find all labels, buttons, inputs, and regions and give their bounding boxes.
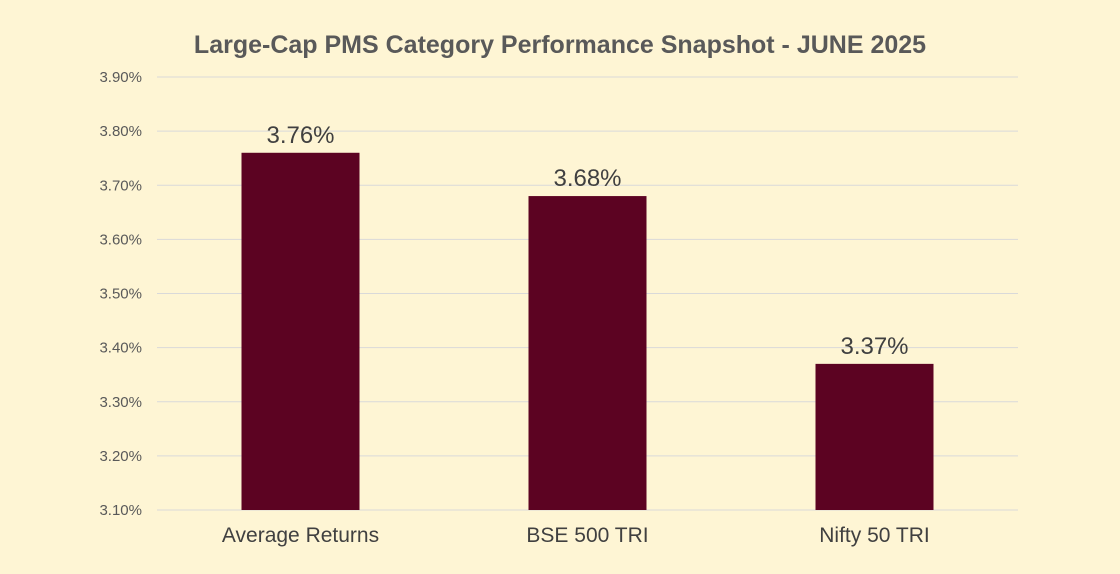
y-tick-label: 3.60% xyxy=(99,231,142,248)
x-axis: Average Returns BSE 500 TRI Nifty 50 TRI xyxy=(222,524,930,547)
x-category-label: Average Returns xyxy=(222,524,379,547)
bar xyxy=(241,152,360,510)
y-tick-label: 3.50% xyxy=(99,286,142,303)
data-label: 3.68% xyxy=(553,165,621,192)
bar xyxy=(528,196,647,510)
y-tick-label: 3.80% xyxy=(99,123,142,140)
bars: 3.76% 3.68% 3.37% xyxy=(241,122,934,510)
y-axis: 3.10% 3.20% 3.30% 3.40% 3.50% 3.60% 3.70% 3.80%… xyxy=(99,69,142,519)
chart-title: Large-Cap PMS Category Performance Snaps… xyxy=(194,31,926,59)
y-tick-label: 3.10% xyxy=(99,502,142,519)
y-tick-label: 3.30% xyxy=(99,394,142,411)
x-category-label: Nifty 50 TRI xyxy=(819,524,929,547)
y-tick-label: 3.70% xyxy=(99,177,142,194)
y-tick-label: 3.20% xyxy=(99,448,142,465)
y-tick-label: 3.40% xyxy=(99,340,142,357)
bar xyxy=(815,363,934,510)
data-label: 3.37% xyxy=(840,333,908,360)
y-tick-label: 3.90% xyxy=(99,69,142,86)
data-label: 3.76% xyxy=(266,122,334,149)
x-category-label: BSE 500 TRI xyxy=(526,524,648,547)
